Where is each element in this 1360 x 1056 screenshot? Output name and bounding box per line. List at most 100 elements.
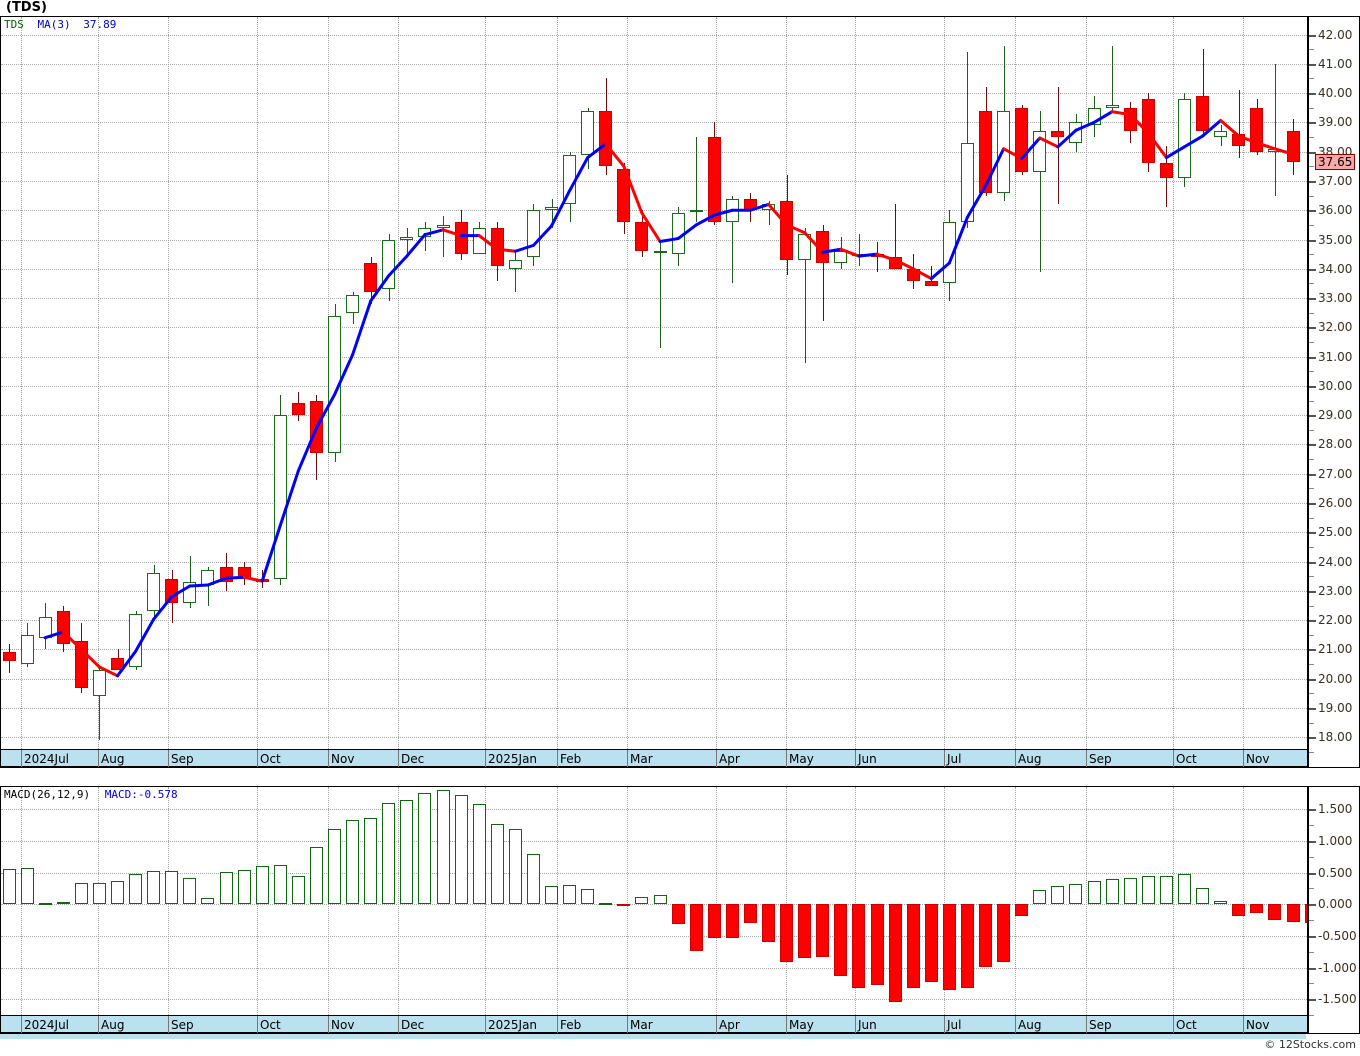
macd-bar — [1069, 883, 1082, 905]
candle-body — [852, 254, 865, 257]
axis-tick — [1309, 239, 1316, 242]
candle-body — [545, 207, 558, 211]
date-tick — [1173, 750, 1174, 767]
candle-body — [617, 169, 630, 222]
date-tick — [21, 1016, 22, 1033]
macd-bar — [274, 864, 287, 905]
price-axis-label: 24.00 — [1318, 554, 1353, 569]
gridline-h — [1, 298, 1307, 300]
candle-wick — [805, 227, 806, 363]
candle-body — [527, 210, 540, 258]
gridline-h — [1, 356, 1307, 358]
candle-wick — [895, 204, 896, 266]
axis-tick — [1309, 415, 1316, 418]
macd-bar — [798, 904, 811, 958]
date-tick — [716, 1016, 717, 1033]
axis-tick-minor — [1309, 576, 1314, 578]
date-tick — [1086, 750, 1087, 767]
candle-body — [1106, 104, 1119, 108]
date-axis-label: Mar — [630, 1018, 653, 1032]
candle-body — [93, 669, 106, 697]
price-value-axis[interactable]: 42.00 41.00 40.00 39.00 38.00 37.00 36.00 35.00… — [1307, 17, 1359, 767]
macd-bar — [473, 804, 486, 905]
axis-tick-minor — [1309, 605, 1314, 607]
macd-bar — [364, 818, 377, 905]
price-axis-label: 30.00 — [1318, 378, 1353, 393]
candle-body — [129, 614, 142, 667]
candle-body — [1088, 107, 1101, 126]
gridline-h — [1, 935, 1307, 937]
gridline-v — [1173, 17, 1174, 749]
candle-body — [1015, 107, 1028, 173]
candle-body — [346, 295, 359, 313]
date-tick — [627, 750, 628, 767]
candle-body — [1214, 131, 1227, 138]
candle-wick — [552, 198, 553, 228]
candle-wick — [823, 224, 824, 322]
macd-bar — [1142, 876, 1155, 905]
price-axis-label: 23.00 — [1318, 583, 1353, 598]
current-price-badge: 37.65 — [1315, 153, 1356, 170]
candle-wick — [1112, 46, 1113, 111]
macd-bar — [147, 871, 160, 905]
gridline-h — [1, 590, 1307, 592]
macd-bar — [708, 904, 721, 939]
date-tick — [21, 750, 22, 767]
gridline-v — [1015, 17, 1016, 749]
gridline-h — [1, 737, 1307, 739]
axis-tick — [1309, 904, 1316, 907]
gridline-h — [1, 904, 1307, 906]
gridline-h — [1, 34, 1307, 36]
axis-tick — [1309, 649, 1316, 652]
gridline-h — [1, 678, 1307, 680]
date-axis-label: Nov — [331, 1018, 355, 1032]
axis-tick-minor — [1309, 693, 1314, 695]
gridline-h — [1, 999, 1307, 1001]
date-axis-label: Apr — [719, 1018, 740, 1032]
price-axis-label: 32.00 — [1318, 320, 1353, 335]
axis-tick — [1309, 356, 1316, 359]
axis-tick — [1309, 708, 1316, 710]
date-tick — [98, 750, 99, 767]
date-axis-label: Aug — [1018, 1018, 1042, 1032]
candle-body — [400, 236, 413, 240]
date-axis-label: Nov — [331, 752, 355, 766]
candle-body — [491, 227, 504, 266]
candle-body — [3, 652, 16, 662]
macd-bar — [509, 829, 522, 905]
candle-wick — [696, 137, 697, 222]
gridline-v — [398, 787, 399, 1015]
candle-body — [1250, 107, 1263, 152]
gridline-v — [398, 17, 399, 749]
date-axis-label: Aug — [101, 752, 125, 766]
axis-tick — [1309, 999, 1316, 1002]
price-axis-label: 25.00 — [1318, 525, 1353, 540]
price-date-axis[interactable]: 2024Jul Aug Sep Oct Nov Dec 2025Jan Feb Mar Apr Ma… — [1, 749, 1307, 767]
price-plot-area: TDS MA(3) 37.89 2024Jul Aug Sep Oct Nov Dec 20… — [1, 17, 1307, 767]
gridline-h — [1, 503, 1307, 505]
axis-tick — [1309, 444, 1316, 447]
gridline-v — [716, 787, 717, 1015]
candle-body — [672, 213, 685, 255]
macd-bar — [220, 871, 233, 905]
candle-body — [599, 110, 612, 167]
macd-bar — [310, 847, 323, 905]
macd-value-axis[interactable]: 1.500 1.000 0.500 0.000 -0.500 -1.000 -1.500 — [1307, 787, 1359, 1033]
candle-body — [635, 221, 648, 252]
macd-date-axis[interactable]: 2024Jul Aug Sep Oct Nov Dec 2025Jan Feb Mar Apr Ma… — [1, 1015, 1307, 1033]
gridline-v — [257, 17, 258, 749]
candle-body — [382, 239, 395, 290]
date-tick — [786, 1016, 787, 1033]
gridline-v — [627, 17, 628, 749]
gridline-h — [1, 708, 1307, 709]
candle-body — [328, 315, 341, 454]
candle-body — [1033, 131, 1046, 173]
candle-wick — [515, 251, 516, 293]
candle-body — [165, 579, 178, 603]
gridline-v — [1086, 787, 1087, 1015]
candle-body — [581, 110, 594, 155]
macd-axis-label: -0.500 — [1318, 928, 1357, 943]
date-axis-label: Oct — [1176, 752, 1197, 766]
macd-bar — [1033, 890, 1046, 905]
gridline-v — [716, 17, 717, 749]
